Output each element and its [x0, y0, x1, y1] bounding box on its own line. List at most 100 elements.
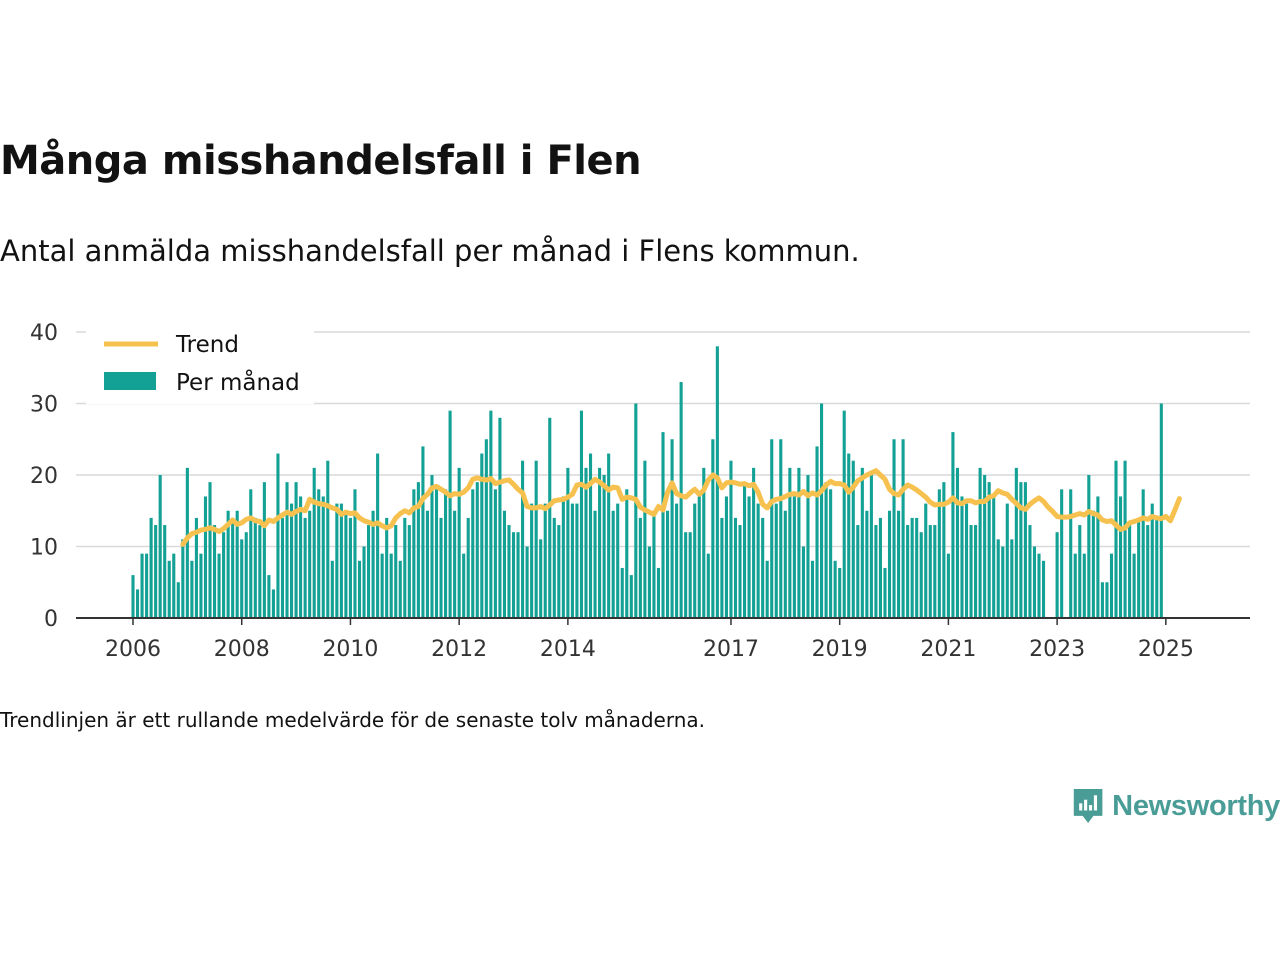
bar: [145, 553, 149, 618]
bar: [824, 482, 828, 618]
bar: [502, 510, 507, 618]
bar: [185, 467, 189, 618]
bar: [421, 446, 425, 618]
bar: [937, 489, 941, 618]
x-tick-label: 2017: [703, 637, 759, 662]
bar: [407, 525, 411, 618]
bar: [262, 482, 266, 618]
bar: [897, 510, 901, 618]
legend-bar-swatch: [104, 372, 156, 390]
bar: [353, 489, 357, 618]
bar: [548, 417, 552, 618]
bar: [584, 467, 588, 618]
bar: [652, 510, 656, 618]
bar: [285, 482, 289, 618]
bar: [638, 517, 642, 618]
bar: [362, 546, 366, 618]
bar: [312, 467, 316, 618]
y-tick-label: 20: [30, 464, 58, 489]
x-tick-label: 2025: [1138, 637, 1194, 662]
x-tick-label: 2006: [105, 637, 161, 662]
bar: [570, 503, 574, 618]
bar: [946, 553, 950, 618]
bar: [425, 510, 429, 618]
bar: [829, 489, 833, 618]
bar: [367, 525, 371, 618]
bar: [933, 525, 937, 618]
brand-logo: Newsworthy: [1072, 784, 1280, 828]
bar: [539, 539, 543, 618]
bar: [647, 546, 651, 618]
bar: [611, 510, 615, 618]
trend-series: [180, 468, 1182, 547]
bar: [1019, 482, 1023, 618]
bar: [176, 582, 180, 618]
bar: [493, 489, 497, 618]
legend-bar-label: Per månad: [176, 368, 300, 396]
bar: [820, 403, 824, 618]
bar: [729, 460, 733, 618]
bar: [1146, 525, 1150, 618]
bar: [398, 560, 402, 618]
bar: [158, 475, 162, 618]
bar: [942, 482, 946, 618]
bar: [815, 446, 819, 618]
bar: [462, 553, 466, 618]
bar: [416, 482, 420, 618]
bar: [974, 525, 978, 618]
bar: [149, 517, 153, 618]
y-tick-label: 30: [30, 393, 58, 418]
bar: [1137, 517, 1141, 618]
bar: [860, 467, 864, 618]
bar: [1073, 553, 1077, 618]
bar: [1087, 475, 1091, 618]
bar: [394, 525, 398, 618]
bar: [607, 453, 611, 618]
bar: [593, 510, 597, 618]
bar: [253, 517, 257, 618]
bar: [724, 496, 728, 618]
x-tick-label: 2012: [431, 637, 487, 662]
brand-name: Newsworthy: [1112, 789, 1280, 822]
bar: [996, 539, 1000, 618]
bar: [489, 410, 493, 618]
bar: [376, 453, 380, 618]
bar: [579, 410, 584, 618]
bar: [208, 482, 212, 618]
bar: [140, 553, 144, 618]
x-tick-label: 2019: [812, 637, 868, 662]
bar: [326, 460, 330, 618]
bar: [810, 560, 815, 618]
bar: [430, 475, 434, 618]
bar: [290, 503, 294, 618]
bar: [412, 489, 416, 618]
bar: [747, 496, 751, 618]
bar: [222, 532, 226, 618]
bar: [475, 482, 479, 618]
bar: [154, 525, 158, 618]
bar: [960, 496, 964, 618]
bar: [801, 546, 805, 618]
bar: [656, 567, 661, 618]
bar: [511, 532, 516, 618]
bar: [1118, 496, 1123, 618]
y-tick-label: 0: [44, 607, 58, 632]
bar: [561, 496, 565, 618]
bar: [226, 510, 230, 618]
bar: [978, 467, 982, 618]
y-tick-label: 40: [30, 321, 58, 346]
bar: [575, 503, 579, 618]
bar: [231, 517, 235, 618]
bar: [389, 553, 393, 618]
bar: [901, 439, 905, 618]
bar: [1150, 503, 1154, 618]
newsworthy-logo-icon: [1073, 789, 1103, 823]
bar: [711, 439, 715, 618]
bar: [203, 496, 208, 618]
bar: [706, 553, 710, 618]
bar: [240, 539, 244, 618]
legend-trend-label: Trend: [175, 332, 239, 358]
bar: [792, 496, 796, 618]
bar: [761, 517, 765, 618]
